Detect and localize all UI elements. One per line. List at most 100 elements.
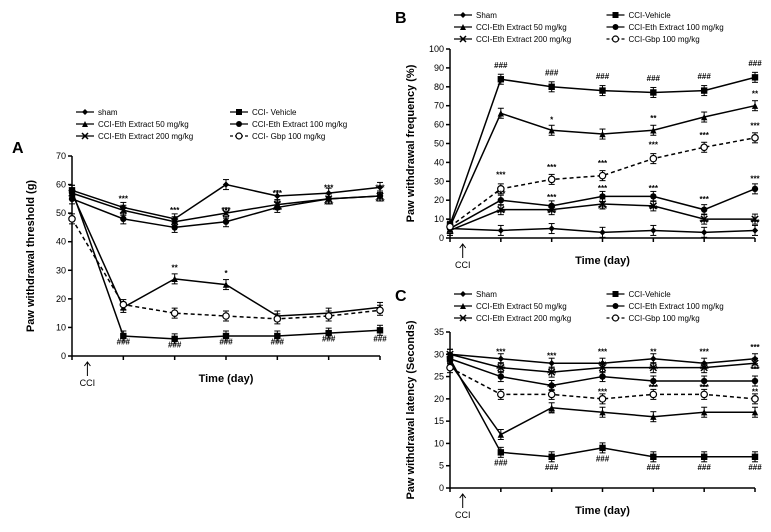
legend-label: CCI-Eth Extract 50 mg/kg [98,120,189,129]
y-tick-label: 70 [434,101,444,111]
chart-marker [498,356,504,362]
chart-marker [377,327,383,333]
significance-annotation: ### [117,338,131,347]
chart-marker [120,301,126,307]
chart-marker [650,356,656,362]
significance-annotation: ** [752,387,759,396]
significance-annotation: ** [549,410,556,419]
y-tick-label: 40 [56,237,66,247]
significance-annotation: ** [172,263,179,272]
y-axis-label: Paw withdrawal threshold (g) [25,180,37,333]
significance-annotation: *** [598,184,608,193]
significance-annotation: ### [647,463,661,472]
legend-label: CCI-Eth Extract 200 mg/kg [476,314,571,323]
legend-label: Sham [476,290,497,299]
chart-marker [236,133,242,139]
significance-annotation: ### [697,463,711,472]
significance-annotation: *** [750,365,760,374]
significance-annotation: * [224,269,228,278]
significance-annotation: *** [547,383,557,392]
significance-annotation: *** [598,205,608,214]
legend-label: CCI-Eth Extract 200 mg/kg [98,132,193,141]
y-tick-label: 60 [56,180,66,190]
y-tick-label: 20 [434,195,444,205]
significance-annotation: ### [322,335,336,344]
legend-label: sham [98,108,118,117]
chart-marker [69,216,75,222]
legend-label: CCI-Eth Extract 200 mg/kg [476,35,571,44]
chart-marker [460,12,466,18]
chart-marker [377,307,383,313]
chart-marker [752,186,758,192]
significance-annotation: ** [752,89,759,98]
chart-marker [120,216,126,222]
chart-marker [650,454,656,460]
chart-marker [752,227,758,233]
significance-annotation: ### [494,61,508,70]
significance-annotation: ### [647,74,661,83]
significance-annotation: *** [649,205,659,214]
chart-marker [548,84,554,90]
x-axis-label: Time (day) [199,373,254,385]
cci-label: CCI [455,510,471,520]
legend-label: CCI-Eth Extract 100 mg/kg [252,120,347,129]
cci-arrow-icon [460,244,466,258]
legend-label: CCI-Gbp 100 mg/kg [629,314,700,323]
significance-annotation: *** [273,206,283,215]
significance-annotation: *** [598,361,608,370]
y-tick-label: 100 [429,44,444,54]
significance-annotation: *** [375,198,385,207]
significance-annotation: *** [649,184,659,193]
chart-marker [701,391,707,397]
chart-marker [650,193,656,199]
chart-marker [82,109,88,115]
legend-label: CCI-Vehicle [629,290,672,299]
significance-annotation: *** [649,383,659,392]
y-tick-label: 30 [434,176,444,186]
significance-annotation: ### [596,72,610,81]
chart-marker [236,109,242,115]
chart-marker [599,373,605,379]
chart-c: 05101520253035Time (day)Paw withdrawal l… [400,280,765,530]
significance-annotation: *** [649,140,659,149]
legend-label: CCI-Gbp 100 mg/kg [629,35,700,44]
chart-marker [223,313,229,319]
chart-marker [548,454,554,460]
x-axis-label: Time (day) [575,505,630,517]
significance-annotation: ### [545,68,559,77]
legend-label: CCI- Vehicle [252,108,297,117]
significance-annotation: *** [699,347,709,356]
y-tick-label: 30 [434,349,444,359]
y-tick-label: 40 [434,157,444,167]
significance-annotation: ### [596,454,610,463]
y-tick-label: 5 [439,461,444,471]
significance-annotation: *** [750,218,760,227]
y-axis-label: Paw withdrawal latency (Seconds) [405,320,417,499]
significance-annotation: * [550,116,554,125]
legend-label: CCI-Eth Extract 50 mg/kg [476,302,567,311]
significance-annotation: *** [496,365,506,374]
y-tick-label: 10 [434,438,444,448]
chart-marker [613,315,619,321]
y-tick-label: 90 [434,63,444,73]
legend-label: CCI- Gbp 100 mg/kg [252,132,325,141]
significance-annotation: *** [324,183,334,192]
chart-marker [650,89,656,95]
y-tick-label: 0 [439,233,444,243]
chart-marker [460,291,466,297]
y-tick-label: 35 [434,327,444,337]
y-tick-label: 0 [61,351,66,361]
legend-label: CCI-Eth Extract 100 mg/kg [629,302,724,311]
y-tick-label: 25 [434,372,444,382]
cci-arrow-icon [460,494,466,508]
chart-marker [752,396,758,402]
y-axis-label: Paw withdrawal frequency (%) [405,64,417,222]
legend-label: Sham [476,11,497,20]
significance-annotation: ### [545,463,559,472]
legend-label: CCI-Eth Extract 50 mg/kg [476,23,567,32]
chart-marker [498,449,504,455]
chart-marker [599,445,605,451]
chart-marker [650,155,656,161]
y-tick-label: 0 [439,483,444,493]
significance-annotation: *** [496,208,506,217]
